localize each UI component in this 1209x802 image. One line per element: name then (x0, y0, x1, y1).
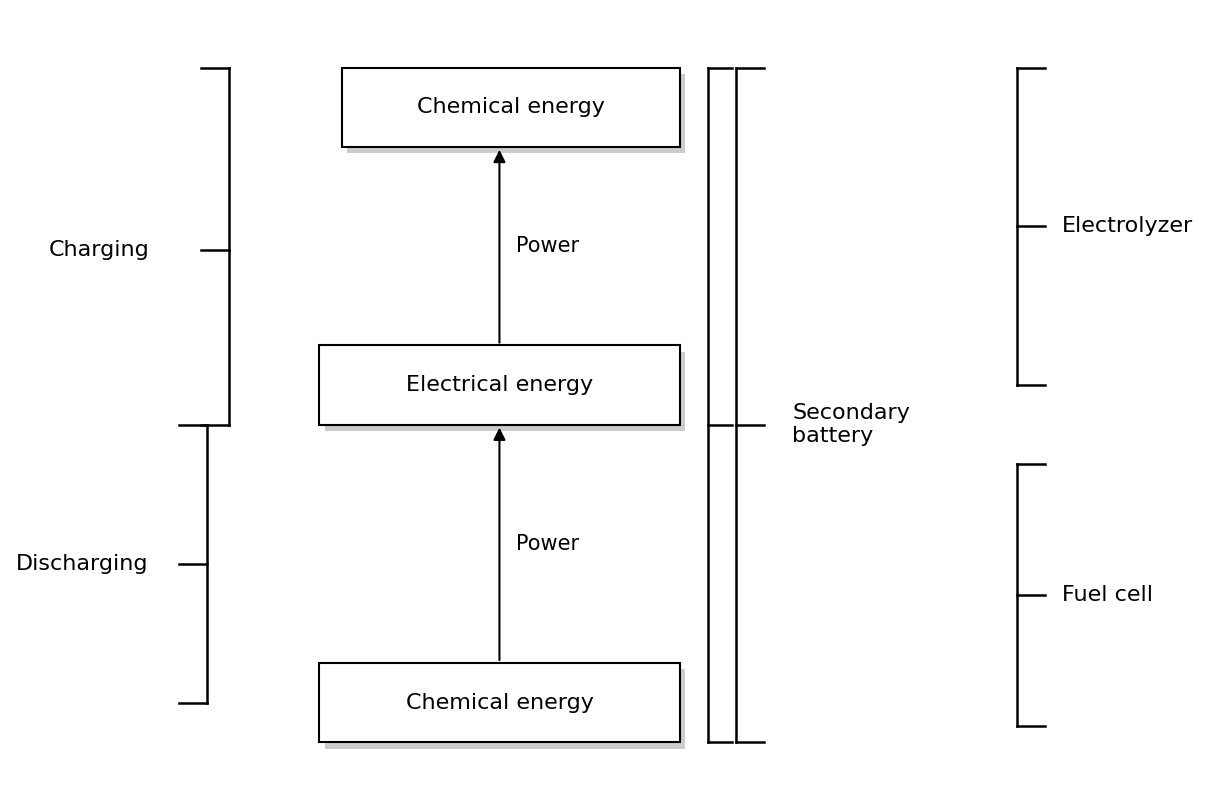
FancyBboxPatch shape (347, 74, 686, 153)
Text: Electrolyzer: Electrolyzer (1063, 217, 1193, 237)
FancyBboxPatch shape (342, 67, 679, 147)
FancyBboxPatch shape (325, 352, 686, 431)
Text: Chemical energy: Chemical energy (417, 97, 604, 117)
FancyBboxPatch shape (319, 663, 679, 743)
Text: Secondary
battery: Secondary battery (792, 403, 910, 447)
Text: Power: Power (516, 534, 579, 554)
Text: Discharging: Discharging (16, 553, 147, 573)
FancyBboxPatch shape (319, 346, 679, 425)
Text: Fuel cell: Fuel cell (1063, 585, 1153, 606)
Text: Electrical energy: Electrical energy (406, 375, 592, 395)
Text: Chemical energy: Chemical energy (405, 693, 594, 713)
Text: Charging: Charging (50, 241, 150, 260)
FancyBboxPatch shape (325, 669, 686, 748)
Text: Power: Power (516, 237, 579, 256)
